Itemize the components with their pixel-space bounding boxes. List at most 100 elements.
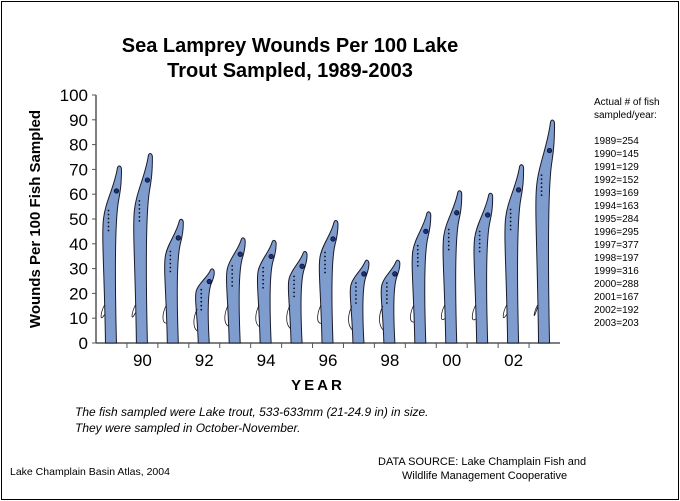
lamprey-gill-dot [169,262,172,265]
lamprey-gill-dot [231,284,234,287]
x-tick-label: 90 [133,351,152,370]
footnote-line: They were sampled in October-November. [75,421,301,435]
legend-entry: 2001=167 [594,292,639,303]
y-tick-label: 40 [69,235,88,254]
lamprey-gill-dot [200,304,203,307]
lamprey-gill-dot [540,190,543,193]
lamprey-eye [144,177,150,183]
x-tick-label: 00 [442,351,461,370]
lamprey-gill-dot [540,178,543,181]
lamprey-bar-2002 [504,164,525,344]
x-tick-label: 98 [380,351,399,370]
lamprey-gill-dot [231,272,234,275]
lamprey-bar-1990 [133,153,153,344]
lamprey-gill-dot [447,236,450,239]
lamprey-gill-dot [107,217,110,220]
legend-entry: 1993=169 [594,188,639,199]
lamprey-eye [392,271,398,277]
lamprey-fin [317,304,322,324]
lamprey-gill-dot [169,254,172,257]
y-tick-label: 50 [69,210,88,229]
lamprey-gill-dot [540,174,543,177]
lamprey-gill-dot [293,275,295,278]
lamprey-gill-dot [385,282,388,284]
y-tick-label: 90 [69,111,88,130]
footnote: The fish sampled were Lake trout, 533-63… [75,404,429,436]
lamprey-eye [454,210,460,216]
lamprey-gill-dot [138,208,141,210]
legend-entry: 1990=145 [594,149,639,160]
lamprey-bar-1996 [318,220,339,344]
lamprey-gill-dot [416,264,419,267]
lamprey-gill-dot [324,255,326,258]
lamprey-gill-dot [478,238,481,241]
lamprey-bar-1998 [380,259,401,344]
lamprey-gill-dot [447,228,450,231]
y-tick-label: 60 [69,185,88,204]
source-line: Wildlife Management Cooperative [402,470,568,482]
chart-title: Sea Lamprey Wounds Per 100 Lake Trout Sa… [80,34,500,84]
lamprey-bar-1992 [195,268,215,344]
lamprey-gill-dot [231,268,234,271]
lamprey-gill-dot [416,256,419,259]
lamprey-gill-dot [107,213,110,216]
lamprey-eye [485,212,491,218]
legend-heading: sampled/year: [594,110,657,121]
lamprey-fin [410,304,415,323]
lamprey-gill-dot [324,251,326,254]
legend-entry: 2002=192 [594,305,639,316]
lamprey-fin [502,304,507,319]
lamprey-eye [423,228,429,234]
data-source: DATA SOURCE: Lake Champlain Fish and Wil… [378,455,586,483]
lamprey-gill-dot [324,259,326,262]
lamprey-gill-dot [324,271,326,274]
lamprey-gill-dot [447,240,450,243]
lamprey-gill-dot [478,250,481,253]
legend-heading: Actual # of fish [594,97,660,108]
lamprey-eye [175,235,181,241]
legend-entry: 1994=163 [594,201,639,212]
x-tick-label: 02 [504,351,523,370]
legend-entry: 1992=152 [594,175,639,186]
lamprey-gill-dot [355,298,357,300]
lamprey-gill-dot [385,302,388,304]
legend-entry: 1989=254 [594,136,639,147]
y-tick-label: 80 [69,136,88,155]
lamprey-gill-dot [355,290,357,292]
lamprey-bar-2003 [535,119,556,344]
lamprey-gill-dot [169,266,172,269]
legend-entry: 1995=284 [594,214,639,225]
lamprey-gill-dot [200,308,203,311]
lamprey-gill-dot [262,266,265,269]
lamprey-fin [533,304,538,316]
lamprey-gill-dot [293,291,295,294]
lamprey-gill-dot [416,260,419,263]
y-tick-label: 0 [79,334,88,353]
lamprey-gill-dot [293,279,295,282]
lamprey-gill-dot [231,264,234,267]
lamprey-gill-dot [478,230,481,233]
lamprey-eye [361,271,367,277]
footnote-line: The fish sampled were Lake trout, 533-63… [75,405,429,419]
lamprey-bar-1999 [411,211,432,344]
lamprey-eye [206,278,212,285]
lamprey-gill-dot [138,200,141,202]
x-tick-label: 96 [319,351,338,370]
lamprey-gill-dot [385,294,388,296]
lamprey-gill-dot [478,242,481,245]
lamprey-gill-dot [200,296,203,299]
lamprey-gill-dot [107,209,110,212]
lamprey-gill-dot [540,182,543,185]
y-tick-label: 30 [69,260,88,279]
lamprey-gill-dot [231,280,234,283]
lamprey-gill-dot [200,292,203,295]
credit: Lake Champlain Basin Atlas, 2004 [10,466,170,478]
lamprey-gill-dot [169,258,172,261]
lamprey-gill-dot [478,246,481,249]
lamprey-bar-1989 [102,165,122,344]
lamprey-gill-dot [107,221,110,224]
lamprey-bar-1993 [226,237,246,344]
lamprey-gill-dot [509,220,512,223]
